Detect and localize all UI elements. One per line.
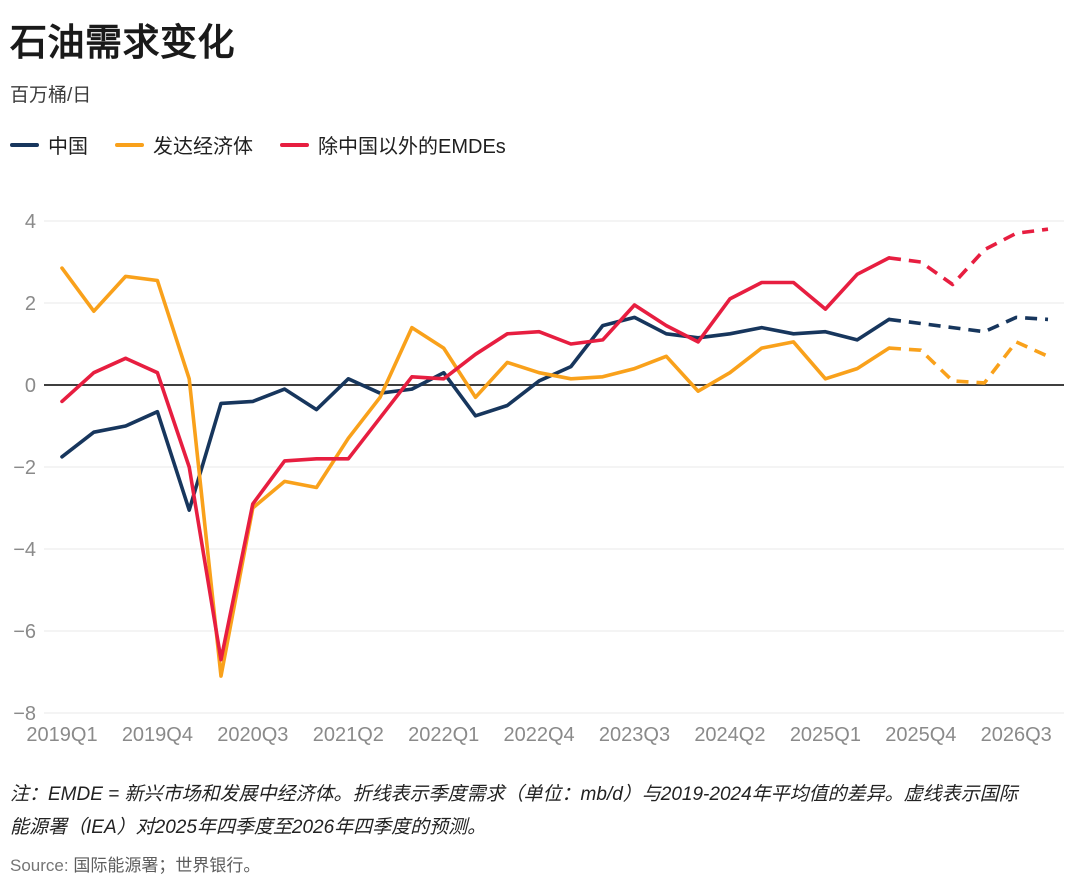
x-axis-tick-label: 2026Q3 xyxy=(981,724,1052,746)
x-axis-tick-label: 2023Q3 xyxy=(599,724,670,746)
page-title: 石油需求变化 xyxy=(10,22,235,63)
chart-legend: 中国 发达经济体 除中国以外的EMDEs xyxy=(10,130,506,159)
x-axis-tick-label: 2022Q4 xyxy=(504,724,575,746)
legend-item-emdes-ex-china: 除中国以外的EMDEs xyxy=(280,130,506,159)
source-text: 国际能源署；世界银行。 xyxy=(73,856,261,875)
y-axis-tick-label: −4 xyxy=(13,539,36,561)
y-axis-tick-label: 2 xyxy=(25,293,36,315)
y-axis-tick-label: 0 xyxy=(25,375,36,397)
x-axis-tick-label: 2022Q1 xyxy=(408,724,479,746)
legend-item-china: 中国 xyxy=(10,130,88,159)
legend-swatch-emdes-ex-china xyxy=(280,142,309,147)
chart-footnote: 注：EMDE = 新兴市场和发展中经济体。折线表示季度需求（单位：mb/d）与2… xyxy=(10,784,1018,839)
x-axis-tick-label: 2025Q4 xyxy=(885,724,956,746)
legend-label-emdes-ex-china: 除中国以外的EMDEs xyxy=(318,136,506,158)
x-axis-tick-label: 2019Q4 xyxy=(122,724,193,746)
x-axis-tick-label: 2021Q2 xyxy=(313,724,384,746)
source-label: Source: xyxy=(10,856,69,875)
legend-item-developed-economies: 发达经济体 xyxy=(115,130,253,159)
y-axis-tick-label: −2 xyxy=(13,457,36,479)
y-axis-tick-label: 4 xyxy=(25,211,36,233)
x-axis-tick-label: 2025Q1 xyxy=(790,724,861,746)
x-axis-tick-label: 2020Q3 xyxy=(217,724,288,746)
line-china-forecast xyxy=(888,315,1049,334)
chart-source: Source: 国际能源署；世界银行。 xyxy=(10,851,260,876)
legend-swatch-developed-economies xyxy=(115,142,144,147)
x-axis-tick-label: 2024Q2 xyxy=(694,724,765,746)
legend-label-developed-economies: 发达经济体 xyxy=(153,136,253,158)
y-axis-tick-label: −6 xyxy=(13,621,36,643)
x-axis-tick-label: 2019Q1 xyxy=(26,724,97,746)
chart-unit-subtitle: 百万桶/日 xyxy=(10,85,92,106)
line-developed-economies xyxy=(60,266,891,678)
line-emdes-ex-china-forecast xyxy=(888,227,1049,287)
y-axis-tick-label: −8 xyxy=(13,703,36,725)
legend-label-china: 中国 xyxy=(48,136,88,158)
legend-swatch-china xyxy=(10,142,39,147)
line-emdes-ex-china xyxy=(60,256,891,662)
line-developed-economies-forecast xyxy=(888,340,1049,385)
